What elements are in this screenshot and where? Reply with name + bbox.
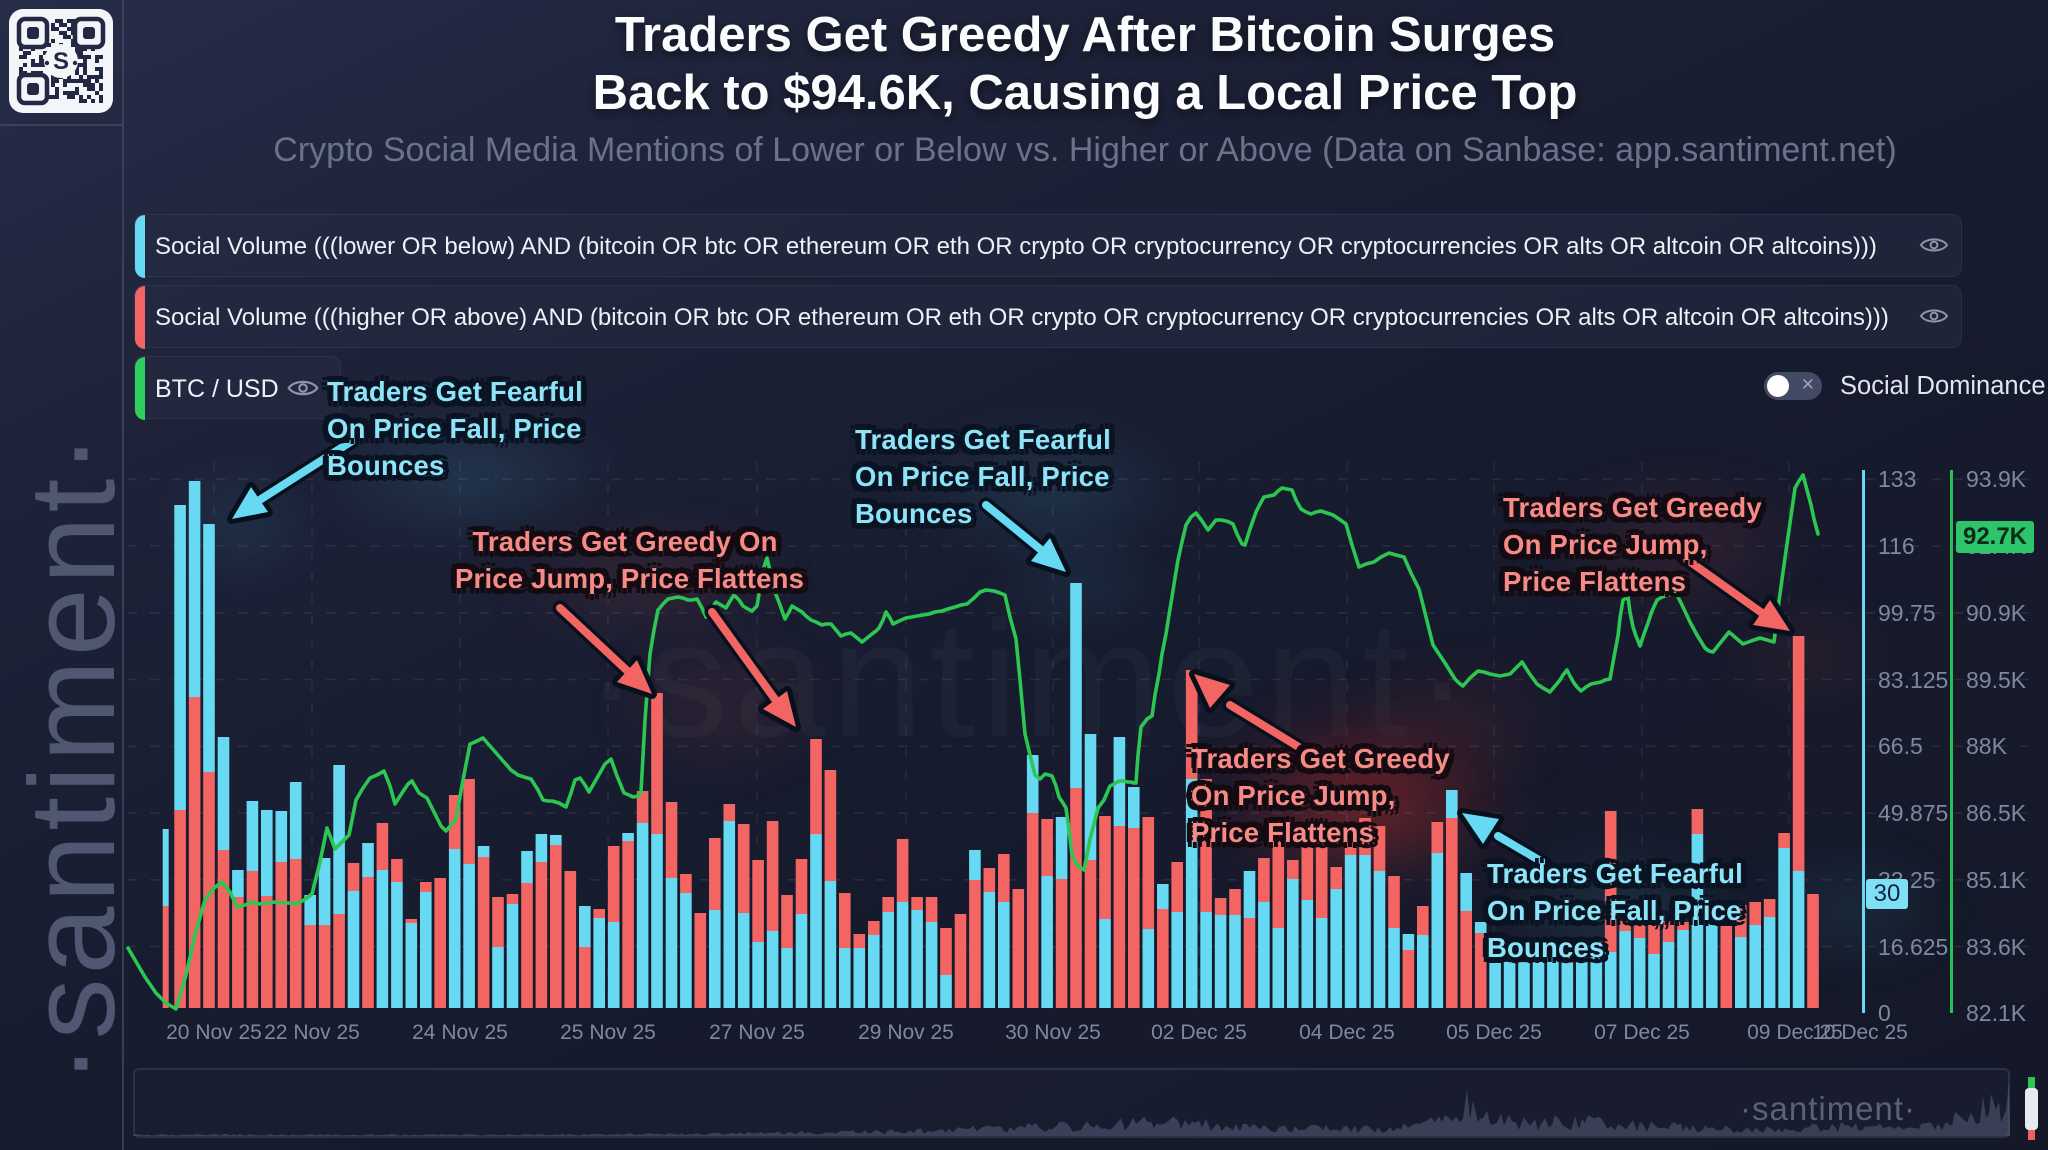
- svg-text:89.5K: 89.5K: [1966, 667, 2027, 693]
- svg-text:20 Nov 25: 20 Nov 25: [166, 1021, 262, 1044]
- svg-text:22 Nov 25: 22 Nov 25: [264, 1021, 360, 1044]
- svg-text:49.875: 49.875: [1878, 800, 1948, 826]
- svg-text:83.125: 83.125: [1878, 667, 1948, 693]
- svg-text:27 Nov 25: 27 Nov 25: [709, 1021, 805, 1044]
- svg-text:09 Dec 25: 09 Dec 25: [1747, 1021, 1843, 1044]
- svg-text:24 Nov 25: 24 Nov 25: [412, 1021, 508, 1044]
- svg-text:82.1K: 82.1K: [1966, 1000, 2027, 1026]
- svg-text:99.75: 99.75: [1878, 600, 1936, 626]
- svg-text:30 Nov 25: 30 Nov 25: [1005, 1021, 1101, 1044]
- svg-text:02 Dec 25: 02 Dec 25: [1151, 1021, 1247, 1044]
- svg-text:93.9K: 93.9K: [1966, 466, 2027, 492]
- svg-text:16.625: 16.625: [1878, 934, 1948, 960]
- svg-text:04 Dec 25: 04 Dec 25: [1299, 1021, 1395, 1044]
- svg-text:66.5: 66.5: [1878, 733, 1923, 759]
- svg-text:05 Dec 25: 05 Dec 25: [1446, 1021, 1542, 1044]
- svg-text:83.6K: 83.6K: [1966, 934, 2027, 960]
- svg-text:10 Dec 25: 10 Dec 25: [1812, 1021, 1908, 1044]
- svg-text:07 Dec 25: 07 Dec 25: [1594, 1021, 1690, 1044]
- svg-text:133: 133: [1878, 466, 1916, 492]
- svg-text:116: 116: [1878, 533, 1915, 559]
- svg-text:29 Nov 25: 29 Nov 25: [858, 1021, 954, 1044]
- svg-text:85.1K: 85.1K: [1966, 867, 2027, 893]
- svg-text:25 Nov 25: 25 Nov 25: [560, 1021, 656, 1044]
- svg-text:0: 0: [1878, 1000, 1891, 1026]
- svg-text:88K: 88K: [1966, 733, 2008, 759]
- svg-text:S: S: [53, 48, 69, 75]
- svg-text:90.9K: 90.9K: [1966, 600, 2027, 626]
- svg-text:86.5K: 86.5K: [1966, 800, 2027, 826]
